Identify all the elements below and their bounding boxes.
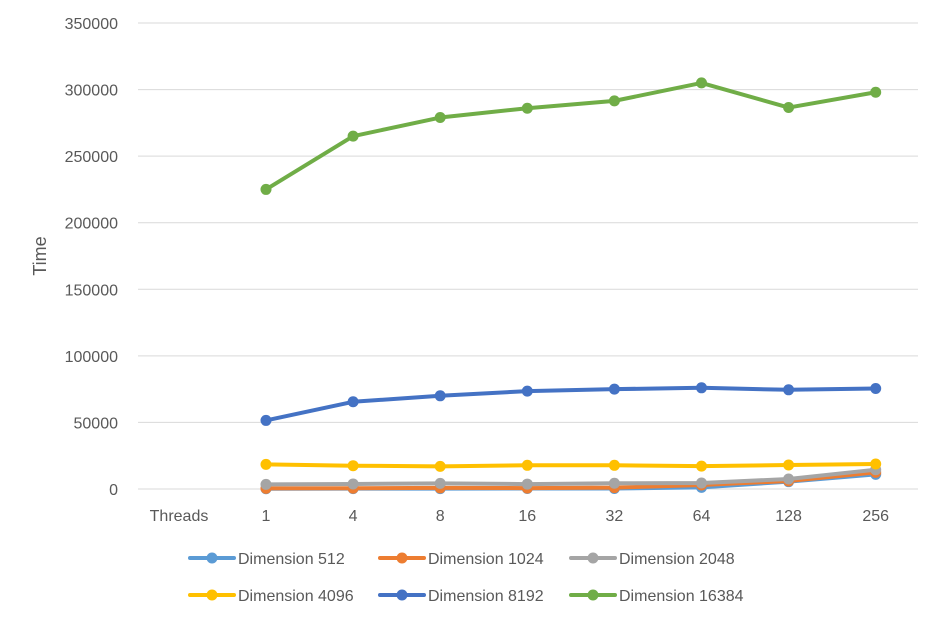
data-point xyxy=(260,478,272,490)
legend-swatch-marker xyxy=(396,589,408,601)
data-point xyxy=(783,102,795,114)
data-point xyxy=(696,77,707,89)
data-point xyxy=(608,95,620,107)
data-point xyxy=(347,460,359,472)
data-point xyxy=(434,112,446,124)
legend-item: Dimension 1024 xyxy=(378,551,544,568)
legend-label: Dimension 1024 xyxy=(428,551,544,568)
data-point xyxy=(521,102,533,114)
data-point xyxy=(521,459,533,471)
legend-swatch-marker xyxy=(587,552,599,564)
data-point xyxy=(260,458,272,470)
data-point xyxy=(870,458,882,470)
legend-label: Dimension 512 xyxy=(238,551,345,568)
legend-label: Dimension 2048 xyxy=(619,551,735,568)
data-point xyxy=(347,478,359,490)
x-axis-header-label: Threads xyxy=(150,508,209,525)
series-dimension-2048 xyxy=(260,464,882,490)
data-point xyxy=(434,477,446,489)
y-tick-label: 300000 xyxy=(65,83,118,100)
data-point xyxy=(608,477,620,489)
legend-item: Dimension 16384 xyxy=(569,588,744,605)
data-point xyxy=(608,459,620,471)
legend-swatch-marker xyxy=(206,552,218,564)
data-point xyxy=(347,130,359,142)
y-tick-label: 200000 xyxy=(65,216,118,233)
legend-item: Dimension 512 xyxy=(188,551,345,568)
data-point xyxy=(521,385,533,397)
y-tick-label: 50000 xyxy=(74,415,119,432)
data-point xyxy=(783,459,795,471)
legend-label: Dimension 8192 xyxy=(428,588,544,605)
x-tick-label: 1 xyxy=(262,508,271,525)
x-tick-label: 16 xyxy=(518,508,536,525)
data-point xyxy=(260,414,272,426)
legend-swatch-marker xyxy=(206,589,218,601)
series xyxy=(260,77,882,495)
series-dimension-8192 xyxy=(260,382,882,426)
data-point xyxy=(783,384,795,396)
data-point xyxy=(521,478,533,490)
series-line xyxy=(264,461,878,469)
series-line xyxy=(264,385,878,423)
y-tick-label: 100000 xyxy=(65,349,118,366)
data-point xyxy=(608,383,620,395)
series-dimension-16384 xyxy=(260,77,882,195)
data-point xyxy=(870,382,882,394)
series-line xyxy=(264,80,878,192)
y-tick-label: 0 xyxy=(109,482,118,499)
data-point xyxy=(434,460,446,472)
x-tick-label: 128 xyxy=(775,508,802,525)
data-point xyxy=(434,390,446,402)
y-tick-label: 350000 xyxy=(65,16,118,33)
data-point xyxy=(870,86,882,98)
data-point xyxy=(260,183,272,195)
x-tick-label: 32 xyxy=(606,508,624,525)
data-point xyxy=(696,460,707,472)
legend-swatch-marker xyxy=(396,552,408,564)
data-point xyxy=(783,473,795,485)
legend-item: Dimension 4096 xyxy=(188,588,354,605)
legend-swatch-marker xyxy=(587,589,599,601)
x-tick-label: 8 xyxy=(436,508,445,525)
legend-item: Dimension 8192 xyxy=(378,588,544,605)
y-tick-label: 250000 xyxy=(65,149,118,166)
legend-label: Dimension 16384 xyxy=(619,588,744,605)
legend-label: Dimension 4096 xyxy=(238,588,354,605)
y-axis: 0 50000 100000 150000 200000 250000 300000 3500… xyxy=(65,16,118,499)
legend: Dimension 512 Dimension 1024 Dimension 204… xyxy=(188,551,744,605)
series-dimension-4096 xyxy=(260,458,882,472)
x-axis: Threads 1 4 8 16 32 64 128 256 xyxy=(150,508,889,525)
x-tick-label: 64 xyxy=(693,508,711,525)
data-point xyxy=(696,382,707,394)
data-point xyxy=(347,396,359,408)
y-axis-title: Time xyxy=(30,236,50,275)
series-line xyxy=(264,467,878,487)
gridlines xyxy=(138,22,918,490)
legend-item: Dimension 2048 xyxy=(569,551,735,568)
x-tick-label: 4 xyxy=(349,508,358,525)
x-tick-label: 256 xyxy=(862,508,889,525)
data-point xyxy=(696,477,707,489)
y-tick-label: 150000 xyxy=(65,282,118,299)
